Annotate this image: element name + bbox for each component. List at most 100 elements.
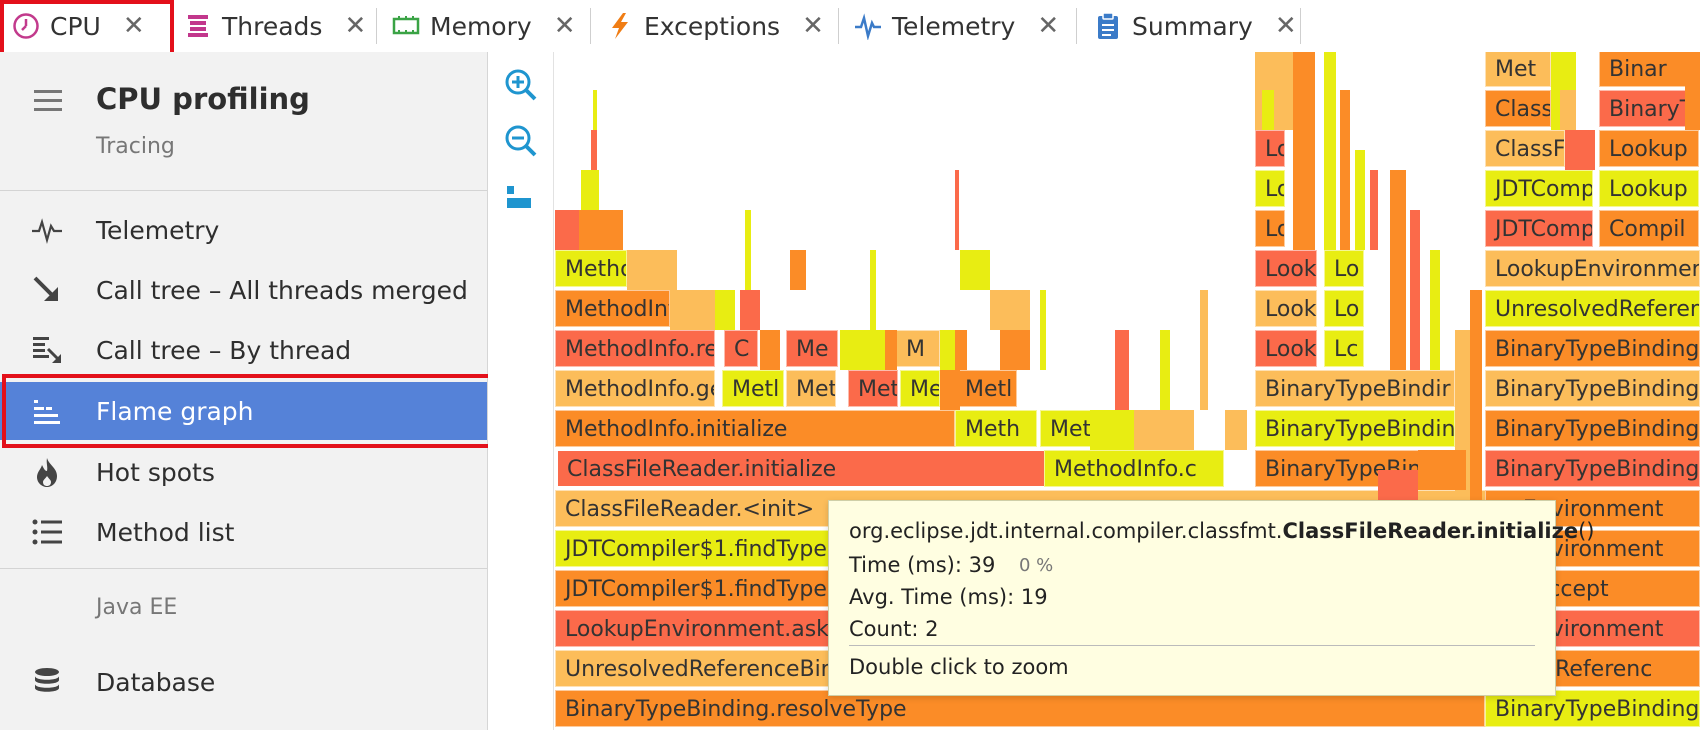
close-icon[interactable]: ✕ xyxy=(1037,11,1060,41)
flame-frame-sliver[interactable] xyxy=(1370,170,1378,250)
flame-frame-sliver[interactable] xyxy=(1255,52,1293,130)
flame-frame-sliver[interactable] xyxy=(1200,290,1208,410)
flame-frame-sliver[interactable] xyxy=(1560,90,1576,130)
sidebar-item-call-tree-merged[interactable]: Call tree – All threads merged xyxy=(0,262,487,318)
flame-frame-sliver[interactable] xyxy=(1685,52,1700,130)
flame-frame[interactable]: MethodInfo.re xyxy=(555,330,715,367)
flame-frame[interactable]: BinaryTypeBinding. xyxy=(1485,450,1700,487)
flame-frame-sliver[interactable] xyxy=(555,210,579,250)
flame-frame[interactable]: C xyxy=(724,330,758,367)
flame-frame[interactable]: Look xyxy=(1255,290,1317,327)
flame-frame-sliver[interactable] xyxy=(740,290,760,330)
flame-frame[interactable]: Metl xyxy=(722,370,784,407)
flame-frame-sliver[interactable] xyxy=(840,330,885,370)
flame-frame-sliver[interactable] xyxy=(955,330,967,370)
flame-frame[interactable]: Lookup xyxy=(1599,170,1699,207)
flame-frame-sliver[interactable] xyxy=(593,90,597,130)
flame-frame[interactable]: Me xyxy=(786,330,838,367)
flame-frame[interactable]: Met xyxy=(1485,52,1551,87)
flame-frame-sliver[interactable] xyxy=(1418,450,1466,490)
flame-frame-sliver[interactable] xyxy=(579,210,623,250)
flame-frame-sliver[interactable] xyxy=(591,130,597,170)
zoom-out-icon[interactable] xyxy=(504,124,538,158)
flame-frame[interactable]: LookupEnvironmen xyxy=(1485,250,1700,287)
flame-frame-sliver[interactable] xyxy=(1355,150,1365,250)
flame-frame[interactable]: Lo xyxy=(1255,210,1285,247)
flame-frame[interactable]: JDTComp xyxy=(1485,170,1593,207)
flame-frame-sliver[interactable] xyxy=(581,170,599,210)
tab-summary[interactable]: Summary ✕ xyxy=(1094,0,1297,52)
flame-frame-sliver[interactable] xyxy=(1160,330,1170,410)
flame-frame[interactable]: Met xyxy=(786,370,836,407)
flame-frame-sliver[interactable] xyxy=(715,290,735,330)
flame-frame[interactable]: MethodInfo.initialize xyxy=(555,410,955,447)
tab-exceptions[interactable]: Exceptions ✕ xyxy=(606,0,824,52)
close-icon[interactable]: ✕ xyxy=(802,11,824,41)
tab-telemetry[interactable]: Telemetry ✕ xyxy=(854,0,1059,52)
flame-frame[interactable]: BinaryTypeBinding. xyxy=(1485,410,1700,447)
flame-frame[interactable]: Metl xyxy=(955,370,1017,407)
flame-frame-sliver[interactable] xyxy=(940,330,955,370)
flame-frame-sliver[interactable] xyxy=(790,250,806,290)
flame-frame[interactable]: Lo xyxy=(1255,130,1285,167)
flame-frame-sliver[interactable] xyxy=(1340,90,1350,250)
tab-threads[interactable]: Threads ✕ xyxy=(184,0,366,52)
flame-frame[interactable]: UnresolvedReferen xyxy=(1485,290,1700,327)
flame-frame-sliver[interactable] xyxy=(990,290,1030,330)
flame-frame-sliver[interactable] xyxy=(760,330,780,370)
flame-frame-sliver[interactable] xyxy=(1090,410,1134,450)
flame-frame[interactable]: Met xyxy=(1040,410,1092,447)
flame-frame-sliver[interactable] xyxy=(1262,90,1274,130)
flame-frame[interactable]: BinaryTypeBinding.r xyxy=(1485,690,1700,727)
flame-frame[interactable]: Lookup xyxy=(1599,130,1699,167)
flame-frame[interactable]: Met xyxy=(848,370,898,407)
flame-frame[interactable]: BinaryTypeBindin xyxy=(1255,410,1455,447)
flame-frame-sliver[interactable] xyxy=(1293,52,1315,250)
flame-frame[interactable]: Meth xyxy=(955,410,1037,447)
flame-frame-sliver[interactable] xyxy=(885,330,897,370)
flame-frame-sliver[interactable] xyxy=(1410,210,1420,370)
flame-frame[interactable]: Look xyxy=(1255,330,1317,367)
flame-frame-sliver[interactable] xyxy=(1470,290,1482,530)
flame-frame[interactable]: JDTComp xyxy=(1485,210,1593,247)
sidebar-item-call-tree-by-thread[interactable]: Call tree – By thread xyxy=(0,322,487,378)
flame-frame-sliver[interactable] xyxy=(1134,410,1194,450)
sidebar-item-database[interactable]: Database xyxy=(0,654,487,710)
flame-frame-sliver[interactable] xyxy=(745,210,751,290)
flame-frame-sliver[interactable] xyxy=(1225,410,1247,450)
flame-frame[interactable]: Compil xyxy=(1599,210,1699,247)
hamburger-menu-icon[interactable] xyxy=(34,90,62,117)
tab-memory[interactable]: Memory ✕ xyxy=(392,0,575,52)
flame-frame-sliver[interactable] xyxy=(940,370,960,410)
flame-frame[interactable]: Method xyxy=(555,250,627,287)
flame-frame[interactable]: ClassFileReader.initialize xyxy=(555,448,1050,489)
flame-frame-sliver[interactable] xyxy=(955,170,959,250)
flame-frame[interactable]: MethodInfo.c xyxy=(555,290,670,327)
flame-frame[interactable]: MethodInfo.c xyxy=(1044,450,1224,487)
flame-frame[interactable]: Lo xyxy=(1324,290,1364,327)
flame-frame[interactable]: BinaryTypeBinding. xyxy=(1485,330,1700,367)
flame-frame[interactable]: M xyxy=(896,330,940,367)
sidebar-item-method-list[interactable]: Method list xyxy=(0,504,487,560)
flame-frame-sliver[interactable] xyxy=(1390,170,1406,370)
flame-frame[interactable]: Lo xyxy=(1324,250,1364,287)
reset-zoom-icon[interactable] xyxy=(504,180,538,214)
flame-frame[interactable]: ClassF xyxy=(1485,130,1565,167)
flame-frame-sliver[interactable] xyxy=(670,290,720,330)
flame-frame-sliver[interactable] xyxy=(1000,330,1030,370)
flame-frame-sliver[interactable] xyxy=(627,250,677,290)
flame-frame-sliver[interactable] xyxy=(1324,52,1336,250)
flame-frame[interactable]: Binar xyxy=(1599,52,1699,87)
close-icon[interactable]: ✕ xyxy=(344,11,367,41)
flame-frame[interactable]: Lo xyxy=(1255,170,1285,207)
flame-frame[interactable]: Me xyxy=(900,370,940,407)
flame-frame-sliver[interactable] xyxy=(1430,250,1440,370)
sidebar-item-flame-graph[interactable]: Flame graph xyxy=(0,382,487,440)
tab-cpu[interactable]: CPU ✕ xyxy=(12,0,145,52)
flame-frame[interactable]: MethodInfo.ge xyxy=(555,370,715,407)
flame-frame[interactable]: Class xyxy=(1485,90,1551,127)
flame-frame[interactable]: BinaryTypeBinding. xyxy=(1485,370,1700,407)
flame-frame-sliver[interactable] xyxy=(1565,130,1595,170)
flame-frame-sliver[interactable] xyxy=(870,250,876,330)
close-icon[interactable]: ✕ xyxy=(1274,11,1297,41)
